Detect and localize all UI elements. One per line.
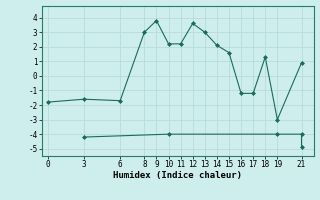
X-axis label: Humidex (Indice chaleur): Humidex (Indice chaleur) <box>113 171 242 180</box>
